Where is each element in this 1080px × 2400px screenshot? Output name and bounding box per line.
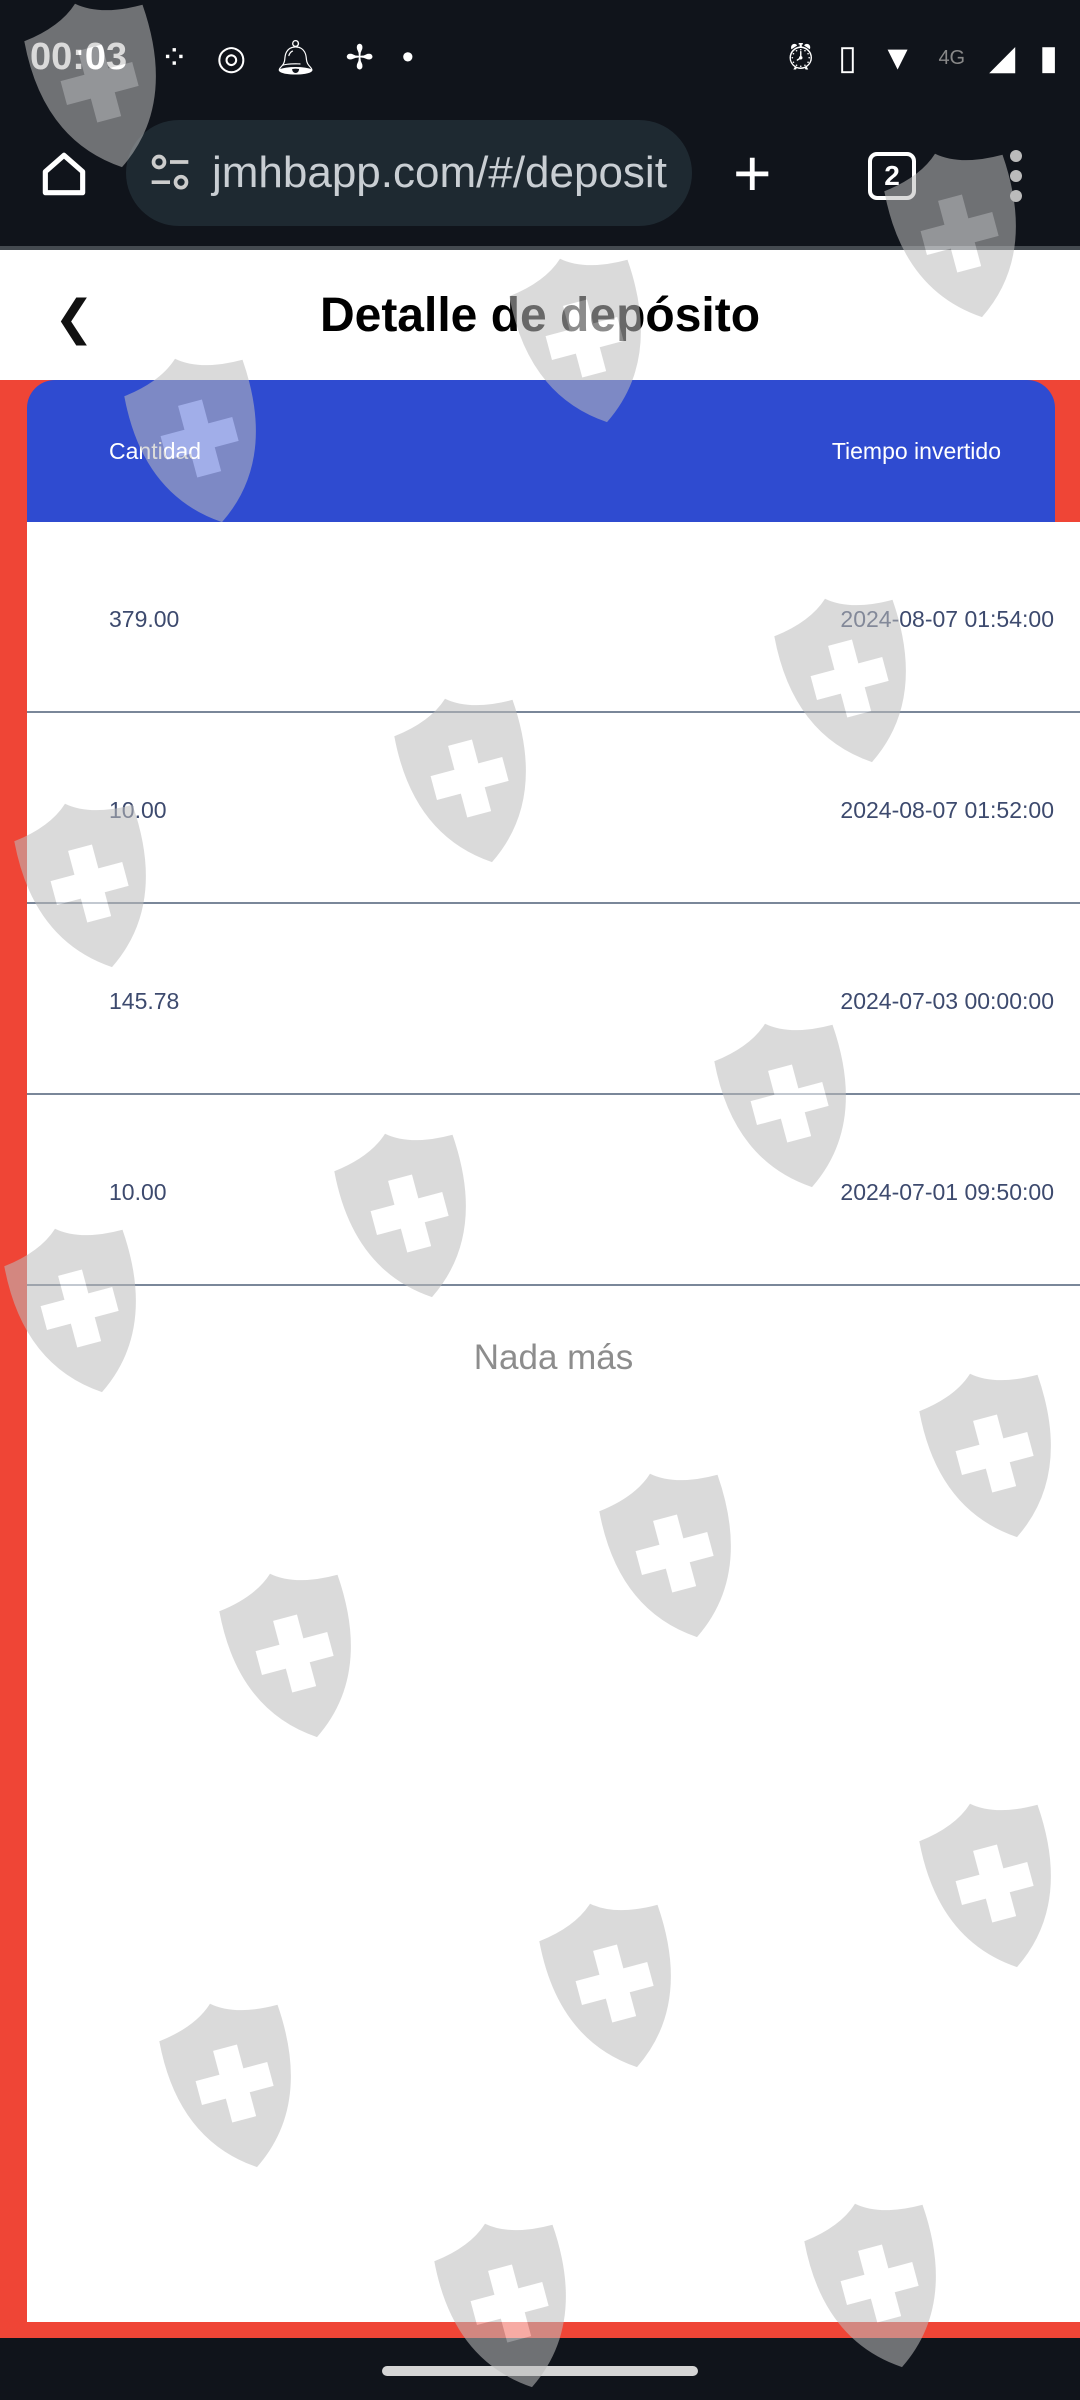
amount: 10.00	[109, 1179, 167, 1205]
time: 2024-08-07 01:52:00	[840, 797, 1054, 823]
table-row: 10.00 2024-07-01 09:50:00	[27, 1095, 1080, 1286]
table-row: 10.00 2024-08-07 01:52:00	[27, 713, 1080, 904]
battery-icon: ▮	[1039, 39, 1058, 77]
wifi-icon: ▼	[880, 38, 915, 77]
time: 2024-08-07 01:54:00	[840, 606, 1054, 632]
back-icon[interactable]: ❮	[54, 292, 95, 345]
signal-icon: ◢	[989, 39, 1016, 77]
amount: 379.00	[109, 606, 180, 632]
dot-icon: •	[401, 38, 414, 76]
time: 2024-07-01 09:50:00	[840, 1179, 1054, 1205]
pinwheel-icon: ✢	[345, 39, 374, 77]
column-time: Tiempo invertido	[831, 438, 1001, 464]
amount: 10.00	[109, 797, 167, 823]
end-of-list-text: Nada más	[473, 1338, 634, 1377]
instagram-icon: ◎	[216, 39, 247, 77]
home-icon[interactable]	[36, 146, 92, 202]
toolbar-divider	[0, 246, 1080, 250]
address-bar[interactable]: jmhbapp.com/#/deposit	[126, 120, 692, 226]
bell-icon: 🔔︎	[274, 39, 318, 77]
tab-switcher-button[interactable]: 2	[868, 152, 916, 200]
page-header: ❮ Detalle de depósito	[0, 250, 1080, 380]
site-settings-icon[interactable]	[148, 151, 192, 195]
table-row: 145.78 2024-07-03 00:00:00	[27, 904, 1080, 1095]
alarm-icon: ⏰︎	[787, 38, 815, 77]
amount: 145.78	[109, 988, 180, 1014]
gesture-handle[interactable]	[382, 2366, 698, 2376]
notification-app-icon: ⁘	[160, 39, 189, 77]
time: 2024-07-03 00:00:00	[840, 988, 1054, 1014]
network-type: 4G	[938, 46, 966, 69]
status-bar: 00:03 ⁘ ◎ 🔔︎ ✢ • ⏰︎ ▯ ▼ 4G ◢ ▮	[0, 0, 1080, 110]
deposit-list: 379.00 2024-08-07 01:54:00 10.00 2024-08…	[27, 522, 1080, 2322]
new-tab-icon[interactable]: +	[733, 136, 772, 210]
navigation-bar	[0, 2338, 1080, 2400]
page-title: Detalle de depósito	[319, 289, 761, 342]
more-menu-icon[interactable]	[1010, 150, 1022, 210]
browser-toolbar: jmhbapp.com/#/deposit + 2	[0, 110, 1080, 246]
clock: 00:03	[30, 36, 128, 78]
table-header: Cantidad Tiempo invertido	[27, 380, 1055, 522]
url-text[interactable]: jmhbapp.com/#/deposit	[212, 148, 667, 197]
table-row: 379.00 2024-08-07 01:54:00	[27, 522, 1080, 713]
column-amount: Cantidad	[109, 438, 202, 464]
vibrate-icon: ▯	[838, 39, 857, 77]
